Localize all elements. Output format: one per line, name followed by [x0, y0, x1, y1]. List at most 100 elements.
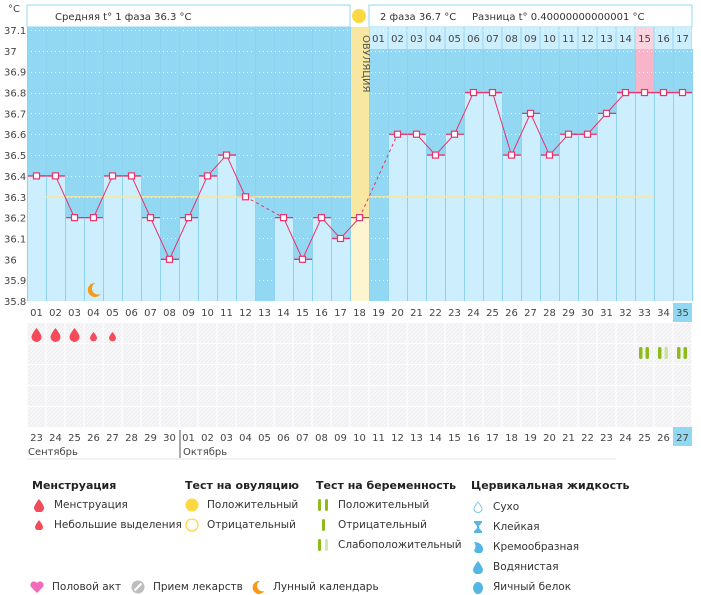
- symptom-cell: [502, 323, 521, 343]
- symptom-cell: [160, 365, 179, 385]
- symptom-cell: [521, 323, 540, 343]
- calendar-date-label: 24: [619, 433, 632, 444]
- symptom-cell: [46, 407, 65, 427]
- legend-menstruation: Менструация: [32, 498, 128, 512]
- temperature-point: [564, 130, 573, 138]
- phase2-day-label: 04: [429, 34, 442, 45]
- legend-label: Лунный календарь: [273, 581, 379, 593]
- temperature-point: [222, 151, 231, 159]
- temperature-bar: [426, 155, 445, 301]
- symptom-cell: [217, 323, 236, 343]
- ovulation-positive-icon: [352, 9, 366, 23]
- temperature-point: [51, 172, 60, 180]
- phase2-day-label: 02: [391, 34, 404, 45]
- month-october: Октябрь: [183, 447, 227, 458]
- symptom-cell: [426, 386, 445, 406]
- temperature-point: [621, 88, 630, 97]
- legend-cervical-eggwhite: Яичный белок: [471, 580, 571, 594]
- temperature-bar: [502, 155, 521, 301]
- symptom-cell: [635, 323, 654, 343]
- symptom-cell: [312, 323, 331, 343]
- cycle-day-label: 35: [676, 308, 689, 319]
- symptom-cell: [597, 344, 616, 364]
- symptom-cell: [103, 365, 122, 385]
- cycle-day-label: 04: [87, 308, 100, 319]
- phase2-day-label: 01: [372, 34, 385, 45]
- temperature-point: [146, 214, 155, 222]
- temperature-bar: [217, 155, 236, 301]
- symptom-cell: [635, 365, 654, 385]
- symptom-cell: [312, 386, 331, 406]
- symptom-cell: [464, 365, 483, 385]
- phase2-day-cell: [502, 27, 521, 49]
- menstruation-drop-icon: [50, 328, 61, 342]
- temperature-point: [659, 88, 668, 97]
- legend-lunar: Лунный календарь: [251, 580, 379, 594]
- phase2-day-cell: [388, 27, 407, 49]
- temperature-line-segment: [55, 175, 75, 218]
- symptom-cell: [65, 386, 84, 406]
- symptom-cell: [578, 407, 597, 427]
- symptom-cell: [426, 344, 445, 364]
- symptom-cell: [293, 365, 312, 385]
- calendar-date-label: 29: [144, 433, 157, 444]
- symptom-cell: [445, 407, 464, 427]
- calendar-date-label: 12: [391, 433, 404, 444]
- temperature-point: [412, 130, 421, 138]
- symptom-cell: [521, 344, 540, 364]
- symptom-cell: [179, 365, 198, 385]
- legend-cervical-creamy: Кремообразная: [471, 540, 579, 554]
- ovulation-label: ОВУЛЯЦИЯ: [360, 35, 371, 93]
- symptom-cell: [122, 386, 141, 406]
- symptom-cell: [198, 323, 217, 343]
- cycle-day-label: 19: [372, 308, 385, 319]
- symptom-cell: [616, 344, 635, 364]
- temperature-point: [507, 151, 516, 159]
- symptom-cell: [236, 386, 255, 406]
- pregnancy-test-bar-icon: [658, 347, 662, 359]
- symptom-cell: [160, 407, 179, 427]
- legend-cervical-sticky: Клейкая: [471, 520, 540, 534]
- symptom-cell: [635, 386, 654, 406]
- temperature-line-segment: [511, 113, 531, 156]
- symptom-cell: [521, 365, 540, 385]
- symptom-cell: [673, 407, 692, 427]
- symptom-cell: [293, 344, 312, 364]
- legend-ovulation-negative: Отрицательный: [185, 518, 296, 532]
- legend-label: Небольшие выделения: [54, 519, 182, 531]
- symptom-cell: [654, 365, 673, 385]
- symptom-cell: [483, 407, 502, 427]
- egg-icon: [471, 580, 485, 594]
- symptom-cell: [160, 344, 179, 364]
- calendar-date-label: 24: [49, 433, 62, 444]
- legend-medication: Прием лекарств: [131, 580, 243, 594]
- calendar-date-label: 13: [410, 433, 423, 444]
- temperature-point: [165, 255, 174, 263]
- symptom-cell: [27, 365, 46, 385]
- symptom-rows: [27, 323, 692, 427]
- phase1-average: Средняя t° 1 фаза 36.3 °C: [55, 12, 192, 23]
- symptom-cell: [255, 365, 274, 385]
- spotting-drop-icon: [90, 332, 97, 342]
- symptom-cell: [103, 407, 122, 427]
- symptom-cell: [141, 344, 160, 364]
- yellow-circle-outline-icon: [185, 518, 199, 532]
- temperature-point: [127, 172, 136, 180]
- symptom-cell: [616, 407, 635, 427]
- temperature-bar: [103, 175, 122, 301]
- cycle-day-label: 02: [49, 308, 62, 319]
- symptom-cell: [236, 365, 255, 385]
- phase2-day-label: 09: [524, 34, 537, 45]
- y-axis: 37.1 37 36.9 36.8 36.7 36.6 36.5 36.4 36.3 36.2 36…: [4, 26, 26, 308]
- symptom-cell: [407, 386, 426, 406]
- y-unit-label: °C: [8, 4, 20, 15]
- temperature-point: [32, 172, 41, 180]
- y-tick-label: 37: [4, 47, 17, 58]
- symptom-cell: [217, 344, 236, 364]
- symptom-cell: [616, 365, 635, 385]
- symptom-cell: [369, 323, 388, 343]
- symptom-cell: [654, 344, 673, 364]
- symptom-cell: [483, 323, 502, 343]
- symptom-cell: [293, 386, 312, 406]
- legend-pregnancy-positive: Положительный: [316, 498, 429, 512]
